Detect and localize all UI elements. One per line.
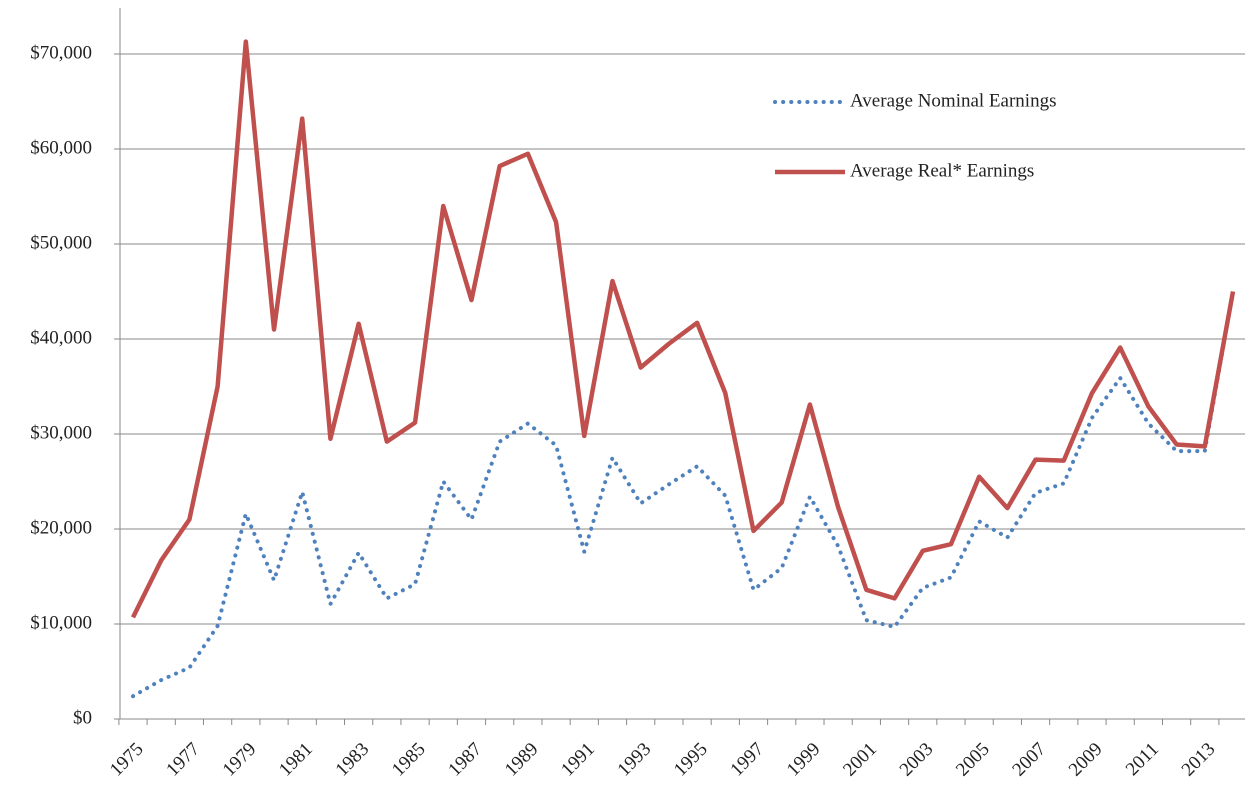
x-tick-label: 1993 <box>614 739 656 781</box>
x-tick-label: 1983 <box>332 739 374 781</box>
x-tick-label: 1989 <box>501 739 543 781</box>
y-tick-label: $0 <box>73 707 92 728</box>
x-tick-label: 1997 <box>726 739 768 781</box>
x-tick-label: 2003 <box>896 739 938 781</box>
x-tick-label: 1981 <box>275 739 317 781</box>
x-tick-label: 2005 <box>952 739 994 781</box>
y-tick-label: $10,000 <box>30 612 92 633</box>
x-tick-label: 1985 <box>388 739 430 781</box>
legend-label: Average Nominal Earnings <box>850 90 1056 111</box>
series-line <box>131 289 1235 699</box>
x-tick-label: 1979 <box>219 739 261 781</box>
y-tick-label: $70,000 <box>30 42 92 63</box>
x-tick-label: 1999 <box>783 739 825 781</box>
y-tick-label: $40,000 <box>30 327 92 348</box>
y-tick-label: $20,000 <box>30 517 92 538</box>
x-tick-label: 1975 <box>106 739 148 781</box>
x-tick-label: 2007 <box>1008 739 1050 781</box>
legend-label: Average Real* Earnings <box>850 160 1034 181</box>
y-tick-label: $60,000 <box>30 137 92 158</box>
y-tick-label: $50,000 <box>30 232 92 253</box>
x-tick-label: 2001 <box>839 739 881 781</box>
x-tick-label: 2011 <box>1122 739 1163 780</box>
series-line <box>130 39 1236 619</box>
y-tick-label: $30,000 <box>30 422 92 443</box>
x-tick-label: 2013 <box>1178 739 1220 781</box>
x-tick-label: 1991 <box>557 739 599 781</box>
x-tick-label: 2009 <box>1065 739 1107 781</box>
x-tick-label: 1977 <box>162 739 204 781</box>
x-tick-label: 1987 <box>444 739 486 781</box>
x-tick-label: 1995 <box>670 739 712 781</box>
